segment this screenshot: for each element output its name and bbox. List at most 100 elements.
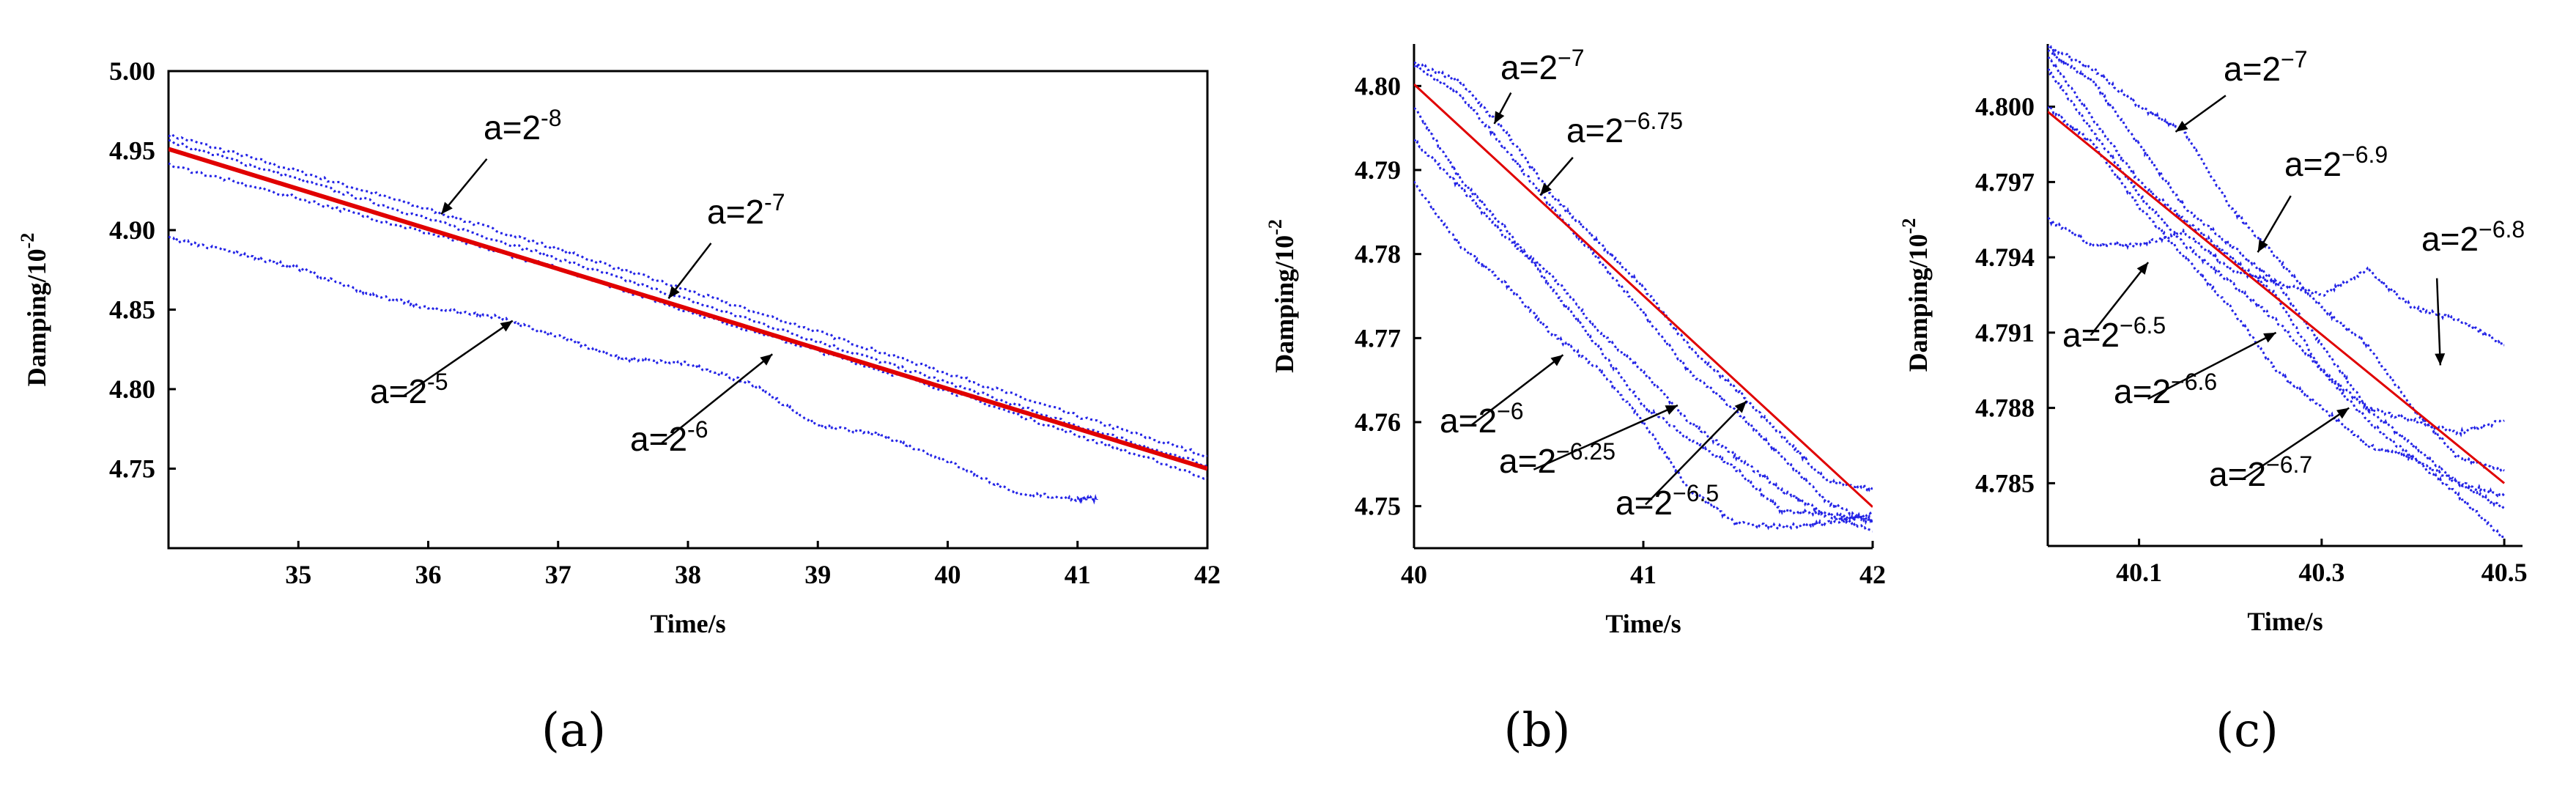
x-axis-title: Time/s (650, 609, 725, 638)
annotation-exponent: −6.8 (2479, 216, 2525, 243)
y-tick-label: 4.80 (1355, 71, 1401, 100)
series-line (1414, 139, 1873, 533)
y-axis-title: Damping/10-2 (1898, 218, 1933, 372)
annotation-label: a=2−7 (2224, 46, 2308, 88)
x-tick-label: 42 (1859, 560, 1886, 589)
y-tick-label: 4.797 (1975, 167, 2035, 196)
x-tick-label: 40 (935, 560, 961, 589)
annotation-exponent: −6.75 (1624, 108, 1683, 134)
x-tick-label: 42 (1194, 560, 1221, 589)
annotation-label: a=2-8 (484, 105, 561, 147)
y-axis-title: Damping/10-2 (17, 233, 51, 387)
annotation-arrowhead (2136, 262, 2149, 275)
annotation-arrowhead (1665, 405, 1678, 415)
y-tick-label: 4.788 (1975, 394, 2035, 423)
annotation-arrow (2147, 331, 2277, 400)
series-line (2048, 68, 2505, 509)
annotation-label: a=2-5 (370, 369, 448, 410)
series-line (2048, 56, 2505, 438)
series-line (169, 235, 1098, 505)
annotation-arrow (1645, 400, 1747, 506)
y-tick-label: 4.791 (1975, 318, 2035, 347)
annotation-base: a=2 (630, 420, 687, 458)
x-axis-title: Time/s (2247, 607, 2323, 636)
chart-panel-b: 40 41 42 4.75 4.76 4.77 4.78 4.79 4.80 Time/s Damp… (1265, 44, 1886, 758)
annotation-arrowhead (2435, 353, 2446, 366)
annotation-arrowhead (1734, 401, 1747, 413)
x-tick-label: 41 (1065, 560, 1091, 589)
y-tick-label: 4.78 (1355, 240, 1401, 269)
annotation-arrowhead (1540, 182, 1552, 196)
annotation-base: a=2 (2209, 455, 2266, 493)
chart-panel-c: 40.1 40.3 40.5 4.785 4.788 4.791 4.794 4.797 4.8… (1898, 44, 2528, 758)
annotation-label: a=2−6.7 (2209, 451, 2312, 493)
annotation-arrowhead (2336, 407, 2350, 419)
x-tick-label: 40.3 (2298, 558, 2344, 587)
annotation-exponent: −7 (2281, 46, 2307, 73)
y-axis-title: Damping/10-2 (1265, 219, 1299, 373)
annotation-label: a=2-6 (630, 416, 708, 458)
annotation-arrowhead (760, 354, 773, 366)
panel-label: (b) (1504, 704, 1571, 758)
series-line (1414, 63, 1873, 525)
annotation-arrowhead (2257, 239, 2268, 253)
annotation-arrowhead (2263, 332, 2276, 343)
y-tick-label: 4.75 (1355, 492, 1401, 521)
annotation-arrow (2435, 278, 2442, 366)
annotation-base: a=2 (484, 108, 541, 147)
fit-line (2048, 111, 2506, 484)
plot-area (169, 132, 1207, 505)
annotation-exponent: −6.5 (2120, 312, 2166, 339)
panel-label: (c) (2216, 704, 2279, 758)
annotation-base: a=2 (1615, 484, 1673, 522)
y-tick-label: 4.79 (1355, 155, 1401, 185)
series-line (1414, 180, 1873, 531)
y-axis-title-text: Damping/10 (1903, 234, 1933, 372)
annotation-arrowhead (668, 286, 680, 299)
x-tick-label: 39 (804, 560, 831, 589)
annotation-exponent: −6.5 (1673, 480, 1719, 506)
annotation-arrow (1471, 354, 1564, 426)
annotation-arrowhead (2175, 120, 2188, 132)
panel-label: (a) (541, 704, 606, 758)
x-tick-label: 37 (545, 560, 571, 589)
annotation-label: a=2-7 (707, 189, 785, 231)
annotation-arrow (2241, 407, 2350, 481)
annotation-exponent: −6.25 (1556, 438, 1615, 465)
x-tick-label: 41 (1630, 560, 1657, 589)
annotation-base: a=2 (2421, 220, 2479, 258)
fit-line (1414, 83, 1873, 508)
y-tick-label: 5.00 (109, 56, 155, 86)
y-tick-label: 4.800 (1975, 92, 2035, 122)
annotation-exponent: −6.6 (2171, 369, 2217, 395)
annotation-label: a=2−6 (1440, 398, 1524, 440)
annotation-arrowhead (1494, 111, 1505, 124)
annotation-label: a=2−6.9 (2284, 141, 2388, 183)
annotation-exponent: −7 (1558, 45, 1584, 71)
annotation-base: a=2 (370, 372, 427, 410)
annotation-label: a=2−6.25 (1499, 438, 1615, 480)
y-tick-label: 4.80 (109, 374, 155, 404)
x-tick-label: 38 (675, 560, 701, 589)
series-line (2048, 49, 2506, 498)
y-tick-label: 4.76 (1355, 407, 1401, 437)
annotation-base: a=2 (1440, 402, 1497, 440)
series-line (1414, 107, 1873, 524)
annotation-arrow (440, 158, 488, 215)
y-tick-label: 4.794 (1975, 243, 2035, 272)
y-tick-label: 4.785 (1975, 468, 2035, 498)
y-tick-label: 4.90 (109, 215, 155, 245)
series-line (169, 132, 1207, 458)
annotation-arrowhead (1550, 355, 1563, 366)
annotation-exponent: −6.7 (2266, 451, 2312, 478)
annotation-exponent: -7 (764, 189, 785, 215)
annotation-base: a=2 (2224, 50, 2281, 88)
x-tick-label: 36 (415, 560, 442, 589)
annotation-exponent: −6.9 (2342, 141, 2388, 168)
series-line (2048, 103, 2505, 541)
annotation-base: a=2 (1500, 48, 1558, 86)
plot-area (2048, 45, 2506, 541)
y-tick-label: 4.77 (1355, 323, 1401, 352)
y-axis-title-text: Damping/10 (1270, 235, 1299, 373)
